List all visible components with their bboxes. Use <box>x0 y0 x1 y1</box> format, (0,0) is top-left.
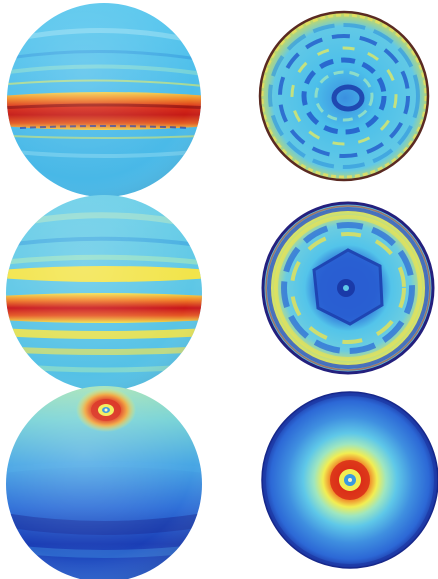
sphere-side-view-2 <box>6 195 202 391</box>
pole-1-rim <box>258 10 430 182</box>
sphere-pole-view-3 <box>262 392 438 568</box>
pole-2-rim-inner <box>265 205 431 371</box>
pole-2-rim <box>261 201 435 375</box>
sphere-side-view-3 <box>6 386 202 579</box>
sphere-side-view-1 <box>7 3 201 197</box>
sphere-pole-view-1 <box>260 12 428 180</box>
sphere-pole-view-2 <box>263 203 433 373</box>
pole-3-rim <box>261 391 438 569</box>
